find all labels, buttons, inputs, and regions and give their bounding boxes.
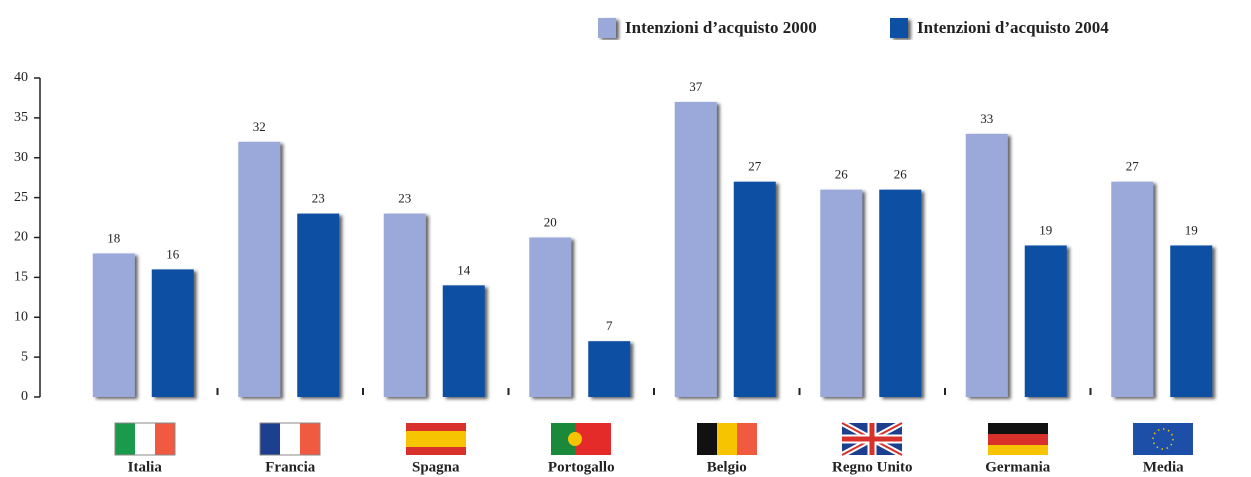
flag-portogallo (551, 423, 611, 455)
y-tick-label: 40 (14, 70, 28, 85)
value-label: 32 (253, 119, 266, 134)
x-tick-label: Francia (265, 459, 315, 475)
value-label: 7 (606, 318, 613, 333)
bar (733, 181, 776, 397)
value-label: 16 (166, 246, 180, 261)
y-tick-label: 25 (14, 190, 28, 205)
value-label: 20 (544, 214, 557, 229)
flags (114, 420, 1193, 458)
bar (1111, 181, 1154, 397)
x-tick-label: Spagna (412, 459, 460, 475)
value-label: 37 (689, 79, 703, 94)
flag-francia (259, 422, 321, 456)
group-separators (216, 388, 1092, 395)
value-label: 26 (894, 167, 908, 182)
value-label: 26 (835, 167, 849, 182)
legend-swatch (890, 18, 908, 38)
flag-media (1133, 423, 1193, 455)
x-tick-label: Media (1143, 459, 1184, 475)
value-label: 19 (1039, 222, 1052, 237)
bar (151, 269, 194, 397)
y-tick-label: 0 (21, 389, 28, 404)
value-label: 19 (1185, 222, 1198, 237)
value-label: 14 (457, 262, 471, 277)
flag-germania (988, 423, 1048, 455)
bar (442, 285, 485, 397)
value-label: 18 (107, 230, 120, 245)
value-label: 33 (980, 111, 993, 126)
x-tick-label: Italia (128, 459, 163, 475)
y-tick-label: 15 (14, 270, 28, 285)
value-label: 23 (398, 191, 411, 206)
x-tick-label: Portogallo (548, 459, 615, 475)
flag-belgio (697, 423, 757, 455)
bar (820, 189, 863, 397)
bar (297, 213, 340, 397)
flag-regno-unito (840, 420, 904, 458)
legend-label: Intenzioni d’acquisto 2000 (625, 18, 817, 37)
flag-spagna (406, 423, 466, 455)
y-tick-label: 20 (14, 230, 28, 245)
y-tick-label: 10 (14, 309, 28, 324)
legend-swatch (598, 18, 616, 38)
bar (1170, 245, 1213, 397)
x-tick-label: Germania (985, 459, 1050, 475)
legend-label: Intenzioni d’acquisto 2004 (917, 18, 1109, 37)
value-label: 27 (1126, 159, 1140, 174)
bar (879, 189, 922, 397)
bar (238, 141, 281, 397)
value-label: 23 (312, 191, 325, 206)
y-tick-label: 5 (21, 349, 28, 364)
bar (965, 133, 1008, 397)
bar (383, 213, 426, 397)
bar (674, 101, 717, 398)
bar (588, 341, 631, 397)
bar (529, 237, 572, 397)
y-tick-label: 30 (14, 150, 28, 165)
flag-italia (114, 422, 176, 456)
value-label: 27 (748, 159, 762, 174)
bar (92, 253, 135, 397)
bar (1024, 245, 1067, 397)
x-tick-label: Belgio (707, 459, 747, 475)
x-tick-label: Regno Unito (832, 459, 912, 475)
y-tick-label: 35 (14, 110, 28, 125)
